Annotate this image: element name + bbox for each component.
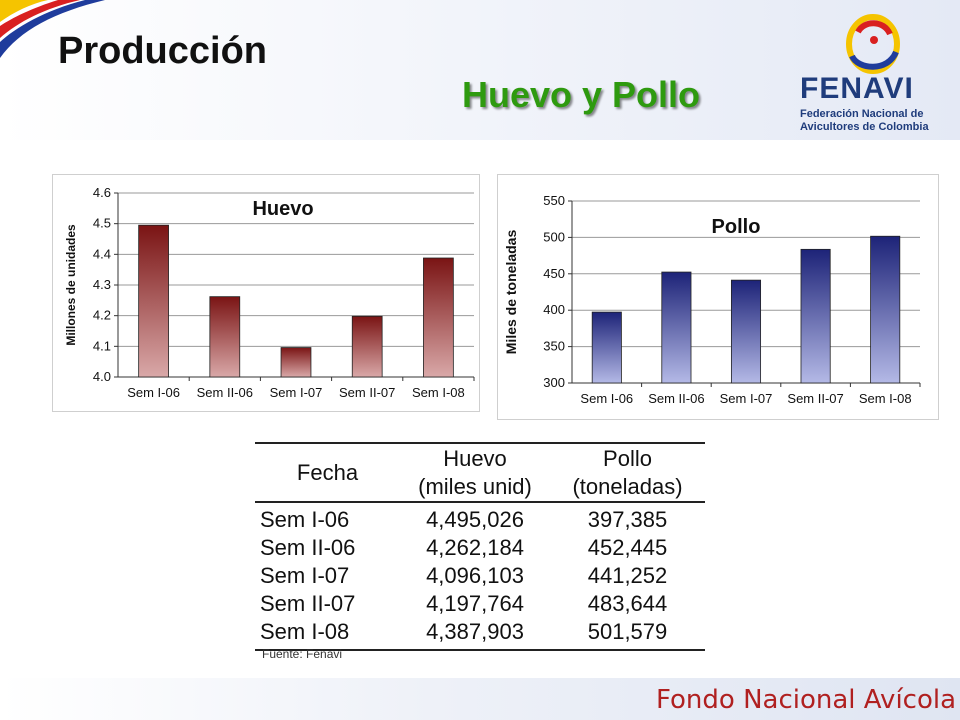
huevo-xtick-label: Sem I-07 [270,385,323,400]
huevo-xtick-label: Sem II-07 [339,385,395,400]
pollo-xtick-label: Sem II-06 [648,391,704,406]
pollo-chart-svg: 300 350 400 450 500 550 Sem I-06 Sem II-06 Sem I… [503,193,921,406]
source-note: Fuente: Fenavi [262,647,343,661]
huevo-ytick-label: 4.2 [93,308,111,323]
header-pollo: Pollo (toneladas) [572,445,683,499]
huevo-bar [351,315,383,378]
fenavi-logo: FENAVI Federación Nacional de Avicultore… [790,10,950,135]
pollo-ytick-label: 350 [543,339,565,354]
cell-pollo: 452,445 [587,535,668,560]
footer-text: Fondo Nacional Avícola [656,685,957,715]
pollo-ytick-label: 550 [543,193,565,208]
huevo-ytick-label: 4.0 [93,369,111,384]
pollo-ylabel: Miles de toneladas [503,230,519,355]
corner-swoosh-logo [0,0,105,58]
huevo-ytick-label: 4.6 [93,185,111,200]
page-subtitle: Huevo y Pollo [462,74,701,115]
table-row: Sem II-06 4,262,184 452,445 [255,534,705,562]
header-band [0,0,960,140]
cell-fecha: Sem II-06 [260,535,356,560]
cell-pollo: 501,579 [587,619,668,644]
cell-pollo: 397,385 [587,507,668,532]
table-header: Fecha Huevo (miles unid) Pollo (tonelada… [255,444,705,503]
huevo-chart: 4.0 4.1 4.2 4.3 4.4 4.5 4.6 Sem I-06 Sem II-06 Se… [52,174,480,412]
brand-line-1: Federación Nacional de [800,108,924,120]
cell-pollo: 441,252 [587,563,668,588]
huevo-xtick-label: Sem II-06 [197,385,253,400]
cell-fecha: Sem II-07 [260,591,356,616]
huevo-bar [138,224,169,378]
huevo-chart-svg: 4.0 4.1 4.2 4.3 4.4 4.5 4.6 Sem I-06 Sem II-06 Se… [64,185,475,400]
pollo-bar [591,311,622,384]
table-row: Sem I-06 4,495,026 397,385 [255,506,705,534]
pollo-bar [800,248,831,384]
huevo-ytick-label: 4.4 [93,246,111,261]
cell-huevo: 4,387,903 [426,619,524,644]
pollo-xtick-label: Sem I-07 [720,391,773,406]
cell-huevo: 4,197,764 [426,591,524,616]
huevo-bar [423,257,454,378]
pollo-ytick-label: 400 [543,302,565,317]
huevo-title: Huevo [252,198,313,220]
pollo-xtick-label: Sem I-08 [859,391,912,406]
header-huevo: Huevo (miles unid) [418,445,532,499]
table-body: Sem I-06 4,495,026 397,385 Sem II-06 4,2… [255,503,705,649]
page-title: Producción [58,30,268,72]
pollo-ytick-label: 450 [543,266,565,281]
table-row: Sem I-07 4,096,103 441,252 [255,562,705,590]
pollo-chart: 300 350 400 450 500 550 Sem I-06 Sem II-06 Sem I… [497,174,939,420]
pollo-bar [661,271,692,384]
production-table: Fecha Huevo (miles unid) Pollo (tonelada… [255,442,705,651]
cell-huevo: 4,495,026 [426,507,524,532]
cell-fecha: Sem I-06 [260,507,350,532]
footer-band [0,678,960,720]
pollo-xtick-label: Sem I-06 [580,391,633,406]
table-row: Sem II-07 4,197,764 483,644 [255,590,705,618]
pollo-title: Pollo [712,216,761,238]
cell-fecha: Sem I-08 [260,619,350,644]
huevo-ylabel: Millones de unidades [64,224,78,346]
brand-name: FENAVI [800,72,914,105]
hen-emblem-icon [846,14,900,74]
table-row: Sem I-08 4,387,903 501,579 [255,618,705,646]
huevo-xtick-label: Sem I-06 [127,385,180,400]
huevo-xtick-label: Sem I-08 [412,385,465,400]
cell-fecha: Sem I-07 [260,563,350,588]
huevo-ytick-label: 4.3 [93,277,111,292]
huevo-ytick-label: 4.1 [93,338,111,353]
huevo-ytick-label: 4.5 [93,216,111,231]
brand-line-2: Avicultores de Colombia [800,121,929,133]
cell-huevo: 4,096,103 [426,563,524,588]
header-fecha: Fecha [296,459,359,485]
huevo-bar [209,296,241,378]
cell-pollo: 483,644 [587,591,668,616]
huevo-bar [280,347,312,378]
cell-huevo: 4,262,184 [426,535,524,560]
pollo-ytick-label: 300 [543,375,565,390]
pollo-ytick-label: 500 [543,229,565,244]
pollo-xtick-label: Sem II-07 [787,391,843,406]
pollo-bar [870,235,901,384]
pollo-bar [730,279,762,384]
